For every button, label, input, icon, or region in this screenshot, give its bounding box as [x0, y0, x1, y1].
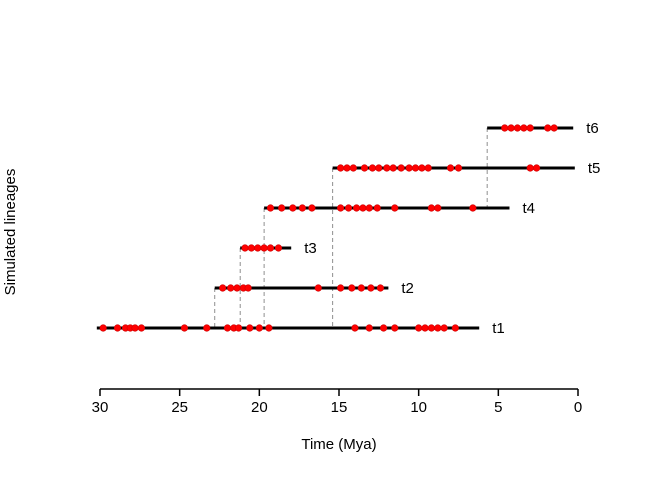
x-axis-tick-label: 15 [331, 399, 348, 416]
occurrence-dot [550, 124, 558, 132]
lineage-label-t3: t3 [304, 240, 317, 257]
occurrence-dot [501, 124, 509, 132]
occurrence-dot [513, 124, 522, 132]
branch-lines-layer [214, 128, 488, 328]
occurrence-dot [405, 164, 413, 172]
x-axis-tick-label: 20 [251, 399, 268, 416]
occurrence-dot [131, 324, 139, 332]
occurrence-dot [383, 164, 391, 172]
occurrence-dots-layer [99, 124, 558, 332]
x-axis-tick-label: 25 [171, 399, 188, 416]
occurrence-dot [266, 204, 275, 212]
occurrence-dot [265, 324, 273, 332]
occurrence-dot [507, 124, 515, 132]
occurrence-dot [389, 164, 397, 172]
occurrence-dot [99, 324, 107, 332]
occurrence-dot [434, 204, 442, 212]
occurrence-dot [137, 324, 146, 332]
occurrence-dot [349, 164, 357, 172]
occurrence-dot [289, 204, 297, 212]
x-axis: 30 25 20 15 10 5 0 [92, 388, 582, 416]
lineage-labels-layer: t1 t2 t3 t4 t5 t6 [304, 120, 600, 337]
occurrence-dot [314, 284, 322, 292]
occurrence-dot [266, 244, 275, 252]
occurrence-dot [376, 284, 385, 292]
occurrence-dot [418, 164, 426, 172]
occurrence-dot [255, 324, 263, 332]
occurrence-dot [397, 164, 405, 172]
lineage-lines-layer [96, 126, 575, 330]
occurrence-dot [415, 324, 423, 332]
occurrence-dot [180, 324, 189, 332]
occurrence-dot [298, 204, 306, 212]
occurrence-dot [526, 164, 534, 172]
occurrence-dot [360, 164, 369, 172]
lineage-label-t5: t5 [588, 160, 601, 177]
occurrence-dot [254, 244, 262, 252]
occurrence-dot [274, 244, 283, 252]
occurrence-dot [380, 324, 388, 332]
lineage-label-t4: t4 [522, 200, 535, 217]
occurrence-dot [336, 204, 345, 212]
occurrence-dot [233, 284, 241, 292]
occurrence-dot [223, 324, 232, 332]
occurrence-dot [219, 284, 227, 292]
occurrence-dot [424, 164, 432, 172]
occurrence-dot [469, 204, 477, 212]
occurrence-dot [247, 244, 255, 252]
occurrence-dot [348, 284, 356, 292]
occurrence-dot [203, 324, 211, 332]
occurrence-dot [343, 164, 351, 172]
occurrence-dot [367, 284, 375, 292]
occurrence-dot [451, 324, 459, 332]
occurrence-dot [227, 284, 235, 292]
lineage-label-t1: t1 [492, 320, 505, 337]
occurrence-dot [421, 324, 429, 332]
occurrence-dot [446, 164, 455, 172]
occurrence-dot [544, 124, 552, 132]
x-axis-tick-label: 5 [494, 399, 502, 416]
occurrence-dot [344, 204, 353, 212]
occurrence-dot [520, 124, 528, 132]
lineage-label-t6: t6 [586, 120, 599, 137]
occurrence-dot [375, 164, 383, 172]
occurrence-dot [359, 204, 367, 212]
occurrence-dot [260, 244, 268, 252]
occurrence-dot [373, 204, 381, 212]
occurrence-dot [454, 164, 463, 172]
x-axis-tick-label: 10 [410, 399, 427, 416]
occurrence-dot [526, 124, 534, 132]
occurrence-dot [427, 324, 436, 332]
lineage-label-t2: t2 [401, 280, 414, 297]
occurrence-dot [391, 324, 399, 332]
occurrence-dot [368, 164, 377, 172]
occurrence-dot [246, 324, 254, 332]
occurrence-dot [351, 324, 359, 332]
x-axis-title: Time (Mya) [301, 436, 376, 453]
y-axis-title: Simulated lineages [2, 169, 19, 296]
occurrence-dot [365, 324, 373, 332]
x-axis-tick-label: 30 [92, 399, 109, 416]
occurrence-dot [411, 164, 420, 172]
occurrence-dot [434, 324, 442, 332]
occurrence-dot [357, 284, 365, 292]
occurrence-dot [278, 204, 286, 212]
occurrence-dot [241, 244, 249, 252]
occurrence-dot [440, 324, 448, 332]
occurrence-dot [365, 204, 373, 212]
occurrence-dot [336, 284, 345, 292]
occurrence-dot [308, 204, 316, 212]
occurrence-dot [244, 284, 252, 292]
occurrence-dot [113, 324, 122, 332]
occurrence-dot [427, 204, 436, 212]
occurrence-dot [235, 324, 243, 332]
occurrence-dot [352, 204, 361, 212]
occurrence-dot [336, 164, 345, 172]
occurrence-dot [532, 164, 541, 172]
x-axis-tick-label: 0 [574, 399, 582, 416]
occurrence-dot [391, 204, 399, 212]
